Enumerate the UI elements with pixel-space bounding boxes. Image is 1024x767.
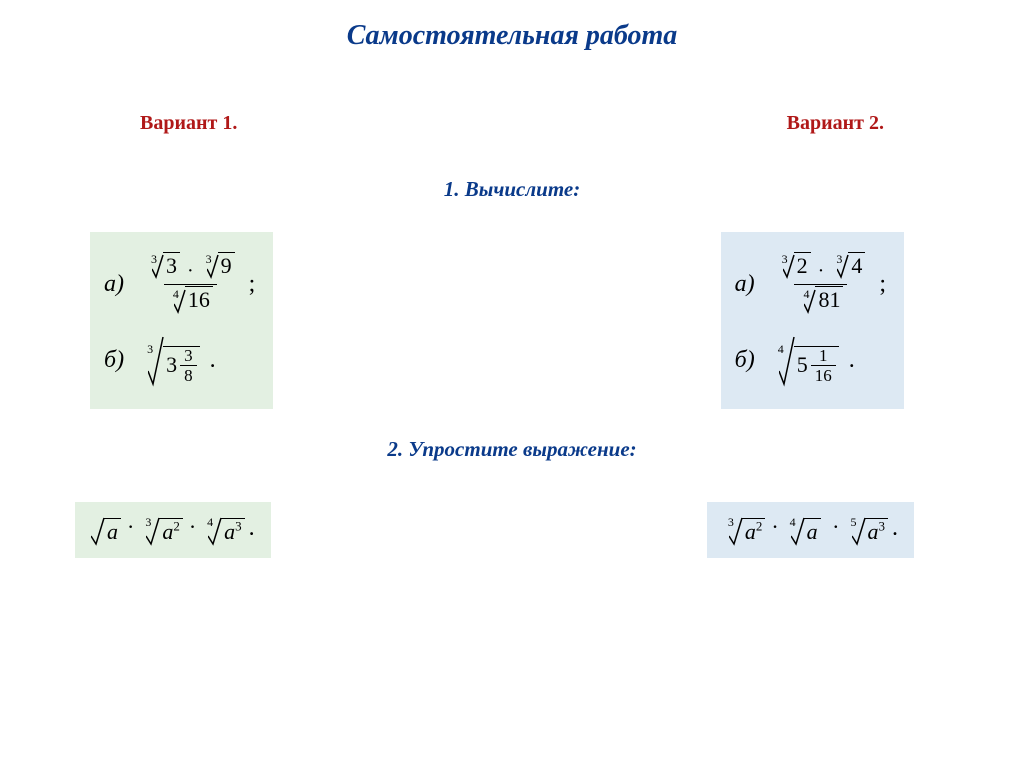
part-b-label: б): [735, 347, 755, 374]
cube-root-9: 3 9: [201, 252, 235, 279]
task-1-heading: 1. Вычислите:: [0, 177, 1024, 202]
period: .: [888, 515, 898, 546]
mult-dot: ·: [121, 514, 140, 546]
v2-b-radicand: 5 1 16: [794, 346, 839, 387]
cube-root-a2: 3 a2: [723, 516, 766, 546]
task-2-heading: 2. Упростите выражение:: [0, 437, 1024, 462]
cube-root-3: 3 3: [146, 252, 180, 279]
v2-b-row: б) 4 5 1 16 .: [735, 335, 886, 387]
sqrt-a: a: [91, 516, 121, 546]
cube-root-4: 3 4: [831, 252, 865, 279]
page-title: Самостоятельная работа: [0, 0, 1024, 52]
fourth-root-81: 4 81: [798, 286, 843, 313]
v1-a-fraction: 3 3 · 3 9 4 16: [142, 252, 239, 317]
cube-root-a2: 3 a2: [140, 516, 183, 546]
period: .: [849, 347, 855, 374]
semicolon: ;: [879, 271, 886, 298]
variants-row: Вариант 1. Вариант 2.: [0, 52, 1024, 135]
v2-a-denominator: 4 81: [794, 284, 847, 316]
v1-a-row: а) 3 3 · 3 9 4: [104, 252, 255, 317]
v1-b-fraction: 3 8: [180, 347, 197, 384]
v1-task1-box: а) 3 3 · 3 9 4: [90, 232, 273, 409]
task-2-problems: a · 3 a2 · 4 a3 . 3 a2 · 4 a · 5: [0, 502, 1024, 558]
cube-root-2: 3 2: [777, 252, 811, 279]
v2-b-root: 4 5 1 16: [773, 335, 839, 387]
mult-dot: ·: [765, 514, 784, 546]
variant-1-label: Вариант 1.: [140, 112, 237, 135]
semicolon: ;: [249, 271, 256, 298]
mult-dot: ·: [821, 514, 846, 546]
v1-a-denominator: 4 16: [164, 284, 217, 316]
mult-dot: ·: [815, 260, 828, 282]
period: .: [210, 347, 216, 374]
period: .: [245, 515, 255, 546]
fourth-root-16: 4 16: [168, 286, 213, 313]
fourth-root-a: 4 a: [785, 516, 821, 546]
mult-dot: ·: [183, 514, 202, 546]
part-a-label: а): [104, 271, 124, 298]
v2-simplify-box: 3 a2 · 4 a · 5 a3 .: [707, 502, 914, 558]
fourth-root-a3: 4 a3: [202, 516, 245, 546]
task-1-problems: а) 3 3 · 3 9 4: [0, 202, 1024, 409]
v1-a-numerator: 3 3 · 3 9: [142, 252, 239, 284]
v1-b-row: б) 3 3 3 8 .: [104, 335, 255, 387]
v2-a-fraction: 3 2 · 3 4 4 81: [773, 252, 870, 317]
v1-simplify-box: a · 3 a2 · 4 a3 .: [75, 502, 271, 558]
v2-b-fraction: 1 16: [811, 347, 836, 384]
part-a-label: а): [735, 271, 755, 298]
part-b-label: б): [104, 347, 124, 374]
v2-task1-box: а) 3 2 · 3 4 4: [721, 232, 904, 409]
v1-b-root: 3 3 3 8: [142, 335, 200, 387]
v1-b-radicand: 3 3 8: [163, 346, 200, 387]
variant-2-label: Вариант 2.: [787, 112, 884, 135]
mult-dot: ·: [184, 260, 197, 282]
v2-a-numerator: 3 2 · 3 4: [773, 252, 870, 284]
fifth-root-a3: 5 a3: [846, 516, 889, 546]
v2-a-row: а) 3 2 · 3 4 4: [735, 252, 886, 317]
